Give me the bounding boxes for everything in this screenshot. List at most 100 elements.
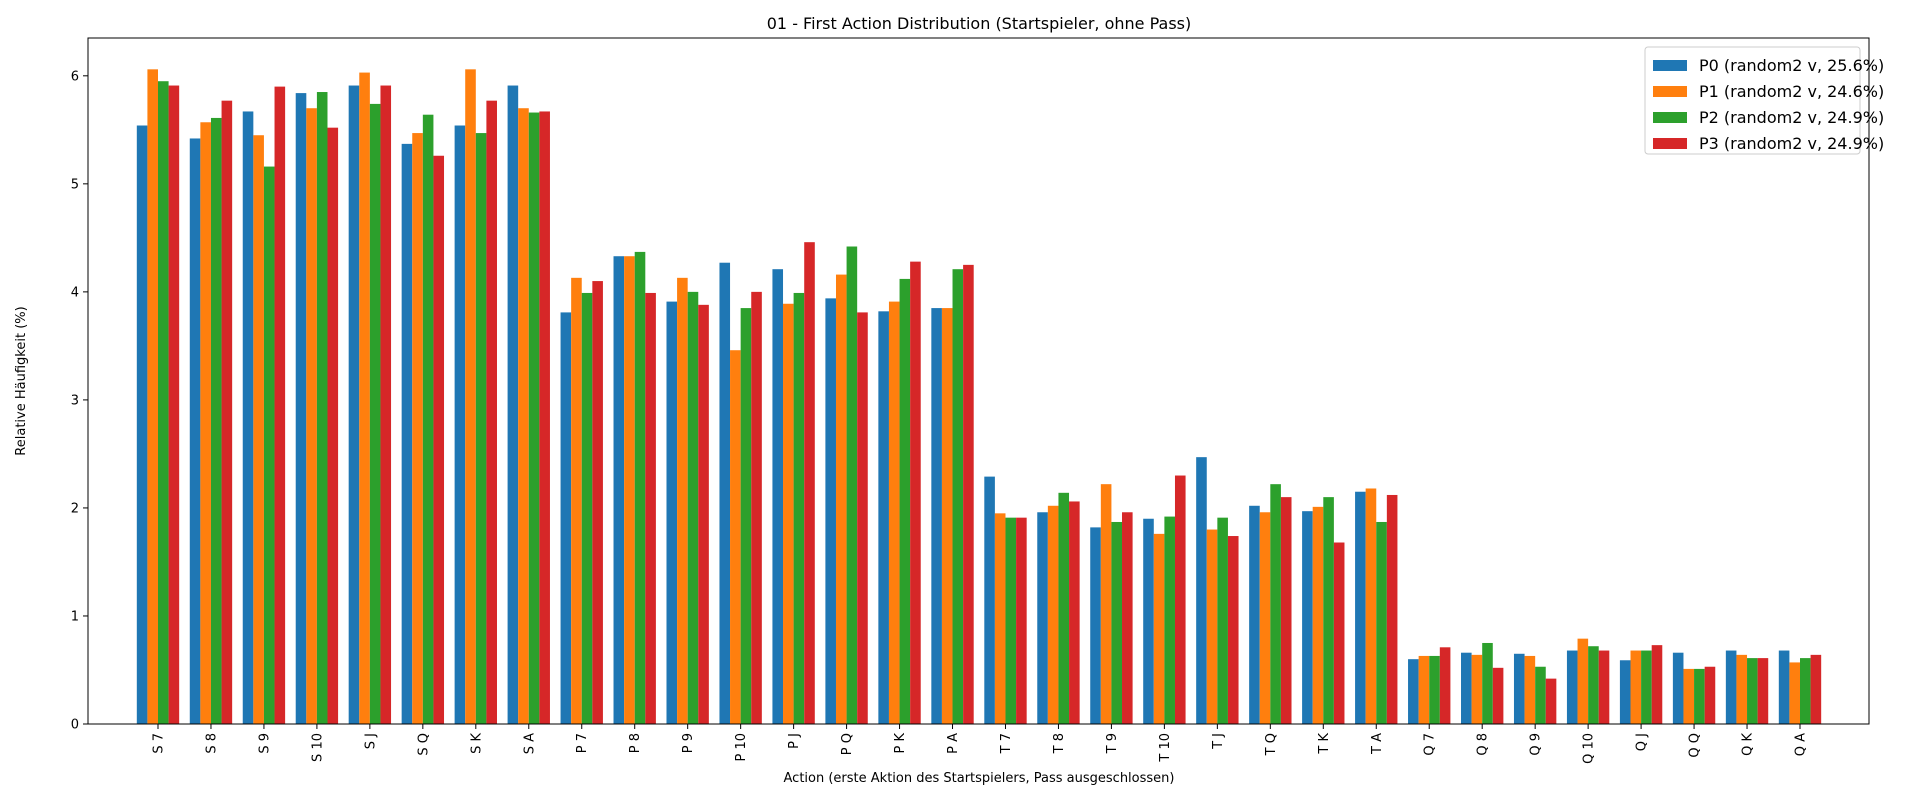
bar <box>1630 650 1642 724</box>
bar <box>465 69 476 724</box>
bar <box>1789 662 1800 724</box>
bar <box>380 85 392 724</box>
bar <box>581 292 593 724</box>
bar <box>963 264 974 724</box>
bar <box>592 281 603 724</box>
bar <box>306 108 317 725</box>
x-tick-label: Q J <box>1635 733 1650 751</box>
bar <box>369 103 381 724</box>
x-tick-label: T 7 <box>999 733 1014 754</box>
bar <box>1482 642 1493 724</box>
bar <box>931 308 942 724</box>
bar <box>1566 650 1578 724</box>
bar <box>825 298 836 724</box>
bar <box>1800 658 1811 724</box>
legend-frame <box>1644 46 1861 155</box>
x-tick-label: P A <box>946 733 961 754</box>
bar <box>1736 654 1748 724</box>
bar <box>613 256 625 724</box>
bar <box>1513 653 1525 724</box>
bar <box>888 301 900 724</box>
x-tick-label: S 7 <box>152 733 167 754</box>
bar <box>1725 650 1737 724</box>
x-tick-label: P 7 <box>575 733 590 753</box>
bar <box>910 261 921 724</box>
bar <box>295 93 307 725</box>
x-tick-label: S A <box>522 733 537 754</box>
y-tick-label: 6 <box>71 69 79 84</box>
x-tick-label: T A <box>1370 733 1385 755</box>
bar <box>666 301 678 724</box>
chart-title: 01 - First Action Distribution (Startspi… <box>767 14 1191 33</box>
legend-label: P1 (random2 v, 24.6%) <box>1699 82 1884 101</box>
bar <box>994 513 1006 724</box>
bar <box>1069 501 1080 724</box>
bar <box>147 69 158 724</box>
bar <box>1386 494 1398 724</box>
legend-swatch <box>1653 60 1687 71</box>
bar <box>984 476 995 724</box>
bar <box>571 277 582 724</box>
bar <box>1058 492 1070 724</box>
x-axis: S 7 S 8 S 9 S 10 S J S Q S K S A P 7 P 8 P 9 P 10 P … <box>152 724 1809 764</box>
bar <box>263 166 275 724</box>
x-tick-label: P 8 <box>628 733 643 753</box>
bar <box>1429 655 1440 724</box>
bar <box>210 117 222 724</box>
bar <box>751 291 762 724</box>
bar <box>1810 654 1822 724</box>
bar <box>1323 497 1334 724</box>
bar <box>348 85 360 724</box>
y-tick-label: 5 <box>71 177 79 192</box>
bar <box>634 251 646 724</box>
bar <box>412 133 423 724</box>
bar <box>136 125 148 724</box>
bar <box>899 278 911 724</box>
bar <box>793 292 805 724</box>
bar <box>200 122 211 724</box>
bar <box>1090 527 1101 724</box>
bar <box>1196 457 1207 724</box>
bar <box>1111 521 1123 724</box>
bar <box>878 311 889 724</box>
x-tick-label: S 8 <box>204 733 219 754</box>
bar <box>740 308 752 724</box>
x-tick-label: S 10 <box>310 733 325 762</box>
x-tick-label: Q 8 <box>1476 733 1491 756</box>
bar <box>1619 660 1631 724</box>
bar <box>274 86 286 725</box>
bar <box>1270 484 1281 724</box>
legend-label: P2 (random2 v, 24.9%) <box>1699 108 1884 127</box>
bar <box>242 111 254 724</box>
bar <box>422 114 434 724</box>
y-tick-label: 1 <box>71 609 79 624</box>
bar <box>475 133 487 724</box>
x-tick-label: P 9 <box>681 733 696 753</box>
bar <box>941 308 953 724</box>
bar <box>1355 491 1366 724</box>
bar <box>783 303 794 724</box>
x-tick-label: P J <box>787 733 802 749</box>
plot-area-frame <box>87 37 1870 725</box>
bar <box>1280 497 1292 724</box>
bar <box>1524 655 1536 724</box>
x-tick-label: T K <box>1317 733 1332 755</box>
y-tick-label: 2 <box>71 501 79 516</box>
bar <box>846 246 858 724</box>
x-tick-label: Q 7 <box>1423 733 1438 756</box>
bar <box>1037 512 1048 724</box>
legend-swatch <box>1653 112 1687 123</box>
bar <box>1047 505 1059 724</box>
bar <box>730 350 741 724</box>
y-axis-title: Relative Häufigkeit (%) <box>14 306 29 455</box>
bar <box>1206 529 1218 724</box>
bar <box>1577 638 1589 724</box>
bar <box>1492 667 1504 724</box>
x-tick-label: T 9 <box>1105 733 1120 754</box>
bar <box>539 111 550 724</box>
bar <box>857 312 868 724</box>
x-tick-label: Q 9 <box>1529 733 1544 756</box>
bar <box>1174 475 1186 724</box>
